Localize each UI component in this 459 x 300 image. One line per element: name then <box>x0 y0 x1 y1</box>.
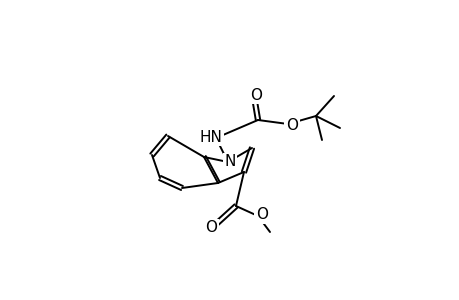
Text: O: O <box>285 118 297 134</box>
Text: O: O <box>205 220 217 236</box>
Text: O: O <box>249 88 262 103</box>
Text: N: N <box>224 154 235 169</box>
Text: HN: HN <box>199 130 222 145</box>
Text: O: O <box>256 208 268 223</box>
